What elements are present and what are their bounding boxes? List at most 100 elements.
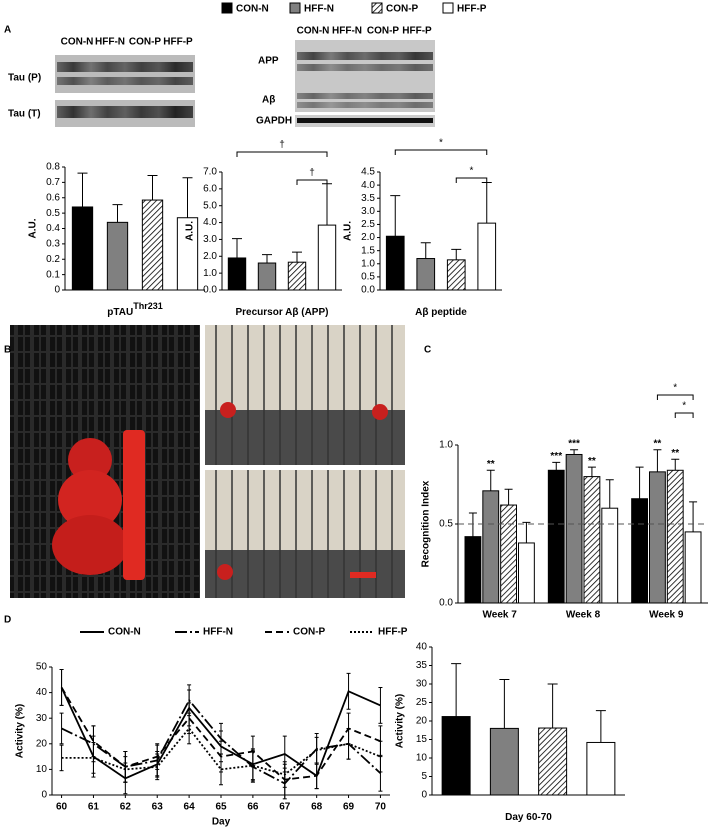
y-tick-label: 40: [36, 687, 48, 698]
y-axis-label: A.U.: [185, 221, 196, 241]
error-bar: [522, 521, 531, 543]
x-axis-label: Day: [212, 817, 231, 828]
bar: [227, 257, 247, 291]
y-tick-label: 2.5: [361, 219, 375, 230]
legend-swatch: [289, 2, 301, 14]
x-tick-label: Week 8: [566, 610, 601, 621]
error-bar: [587, 466, 596, 477]
y-tick-label: 0.4: [46, 223, 60, 234]
x-tick-label: Week 9: [649, 610, 684, 621]
y-tick-label: 20: [36, 738, 48, 749]
y-tick-label: 0.5: [361, 272, 375, 283]
panel-label: A: [4, 25, 11, 36]
y-tick-label: 0.5: [439, 519, 453, 530]
bar: [518, 542, 535, 604]
bar: [317, 224, 337, 291]
bar: [141, 199, 164, 291]
row-label: APP: [258, 56, 279, 67]
bar: [446, 259, 466, 291]
y-tick-label: 20: [416, 716, 428, 727]
y-tick-label: 3.0: [203, 234, 217, 245]
y-tick-label: 40: [416, 642, 428, 653]
bar: [565, 453, 583, 604]
significance-bracket: [394, 149, 488, 155]
error-bar: [292, 251, 302, 263]
x-tick-label: 61: [88, 802, 100, 813]
y-tick-label: 5: [421, 771, 427, 782]
blot-right: [295, 40, 435, 127]
bar: [631, 498, 649, 604]
legend-label: HFF-P: [378, 627, 408, 638]
y-tick-label: 1.5: [361, 245, 375, 256]
significance-label: †: [279, 140, 285, 151]
error-bar: [570, 449, 579, 455]
bar: [666, 469, 684, 604]
error-bar: [605, 479, 614, 509]
photo-toys: [10, 325, 200, 598]
y-tick-label: 0.2: [46, 254, 60, 265]
error-bar: [547, 683, 558, 729]
lane-label: CON-N: [61, 37, 94, 48]
x-tick-label: 62: [120, 802, 132, 813]
x-axis-label-main: Day 60-70: [505, 812, 552, 823]
lane-label: CON-P: [367, 26, 400, 37]
y-tick-label: 30: [36, 713, 48, 724]
significance-label: *: [673, 383, 677, 394]
y-tick-label: 4.0: [361, 180, 375, 191]
lane-label: HFF-N: [95, 37, 125, 48]
significance-bracket: [674, 412, 694, 418]
y-tick-label: 4.0: [203, 217, 217, 228]
y-axis-label: Activity (%): [395, 694, 406, 748]
error-bar: [499, 679, 510, 729]
row-label: GAPDH: [256, 116, 292, 127]
x-axis-label: Precursor Aβ (APP): [236, 307, 329, 318]
y-tick-label: 0.0: [361, 285, 375, 296]
legend-swatch: [221, 2, 233, 14]
y-tick-label: 15: [416, 734, 428, 745]
y-tick-label: 0.5: [46, 208, 60, 219]
y-tick-label: 0.0: [439, 598, 453, 609]
error-bar: [91, 742, 96, 774]
x-tick-label: 64: [184, 802, 196, 813]
error-bar: [420, 242, 431, 259]
bar: [416, 258, 436, 291]
error-bar: [451, 248, 462, 260]
error-bar: [390, 195, 401, 237]
error-bar: [635, 466, 644, 499]
lane-label: HFF-N: [332, 26, 362, 37]
error-bar: [689, 501, 698, 532]
x-axis-label: pTAUThr231: [107, 301, 162, 317]
legend-label: CON-N: [236, 4, 269, 15]
x-tick-label: 67: [279, 802, 291, 813]
significance-label: *: [439, 138, 443, 149]
error-bar: [378, 740, 383, 772]
x-axis-label: Day 60-70: [505, 812, 552, 823]
significance-bracket: [236, 151, 328, 157]
error-bar: [59, 712, 64, 744]
error-bar: [112, 204, 123, 223]
error-bar: [250, 749, 255, 781]
y-tick-label: 1.0: [361, 258, 375, 269]
photo-cage-top: [205, 325, 405, 465]
significance-label: **: [588, 456, 596, 467]
x-tick-label: 69: [343, 802, 355, 813]
bar: [649, 471, 666, 604]
significance-label: *: [470, 166, 474, 177]
y-tick-label: 0: [54, 285, 60, 296]
error-bar: [552, 461, 561, 471]
legend-label: CON-P: [293, 627, 326, 638]
significance-label: **: [654, 438, 662, 449]
legend-swatch: [442, 2, 454, 14]
panel-label: B: [4, 345, 11, 356]
significance-label: ***: [550, 451, 562, 462]
panel-label: C: [424, 345, 431, 356]
y-tick-label: 3.0: [361, 206, 375, 217]
y-tick-label: 2.0: [361, 232, 375, 243]
y-tick-label: 30: [416, 679, 428, 690]
x-axis-label-main: pTAU: [107, 307, 133, 318]
lane-label: CON-P: [129, 37, 162, 48]
y-axis-label: Recognition Index: [421, 480, 432, 567]
y-tick-label: 1.0: [439, 440, 453, 451]
legend-label: CON-N: [108, 627, 141, 638]
legend-swatch: [371, 2, 383, 14]
